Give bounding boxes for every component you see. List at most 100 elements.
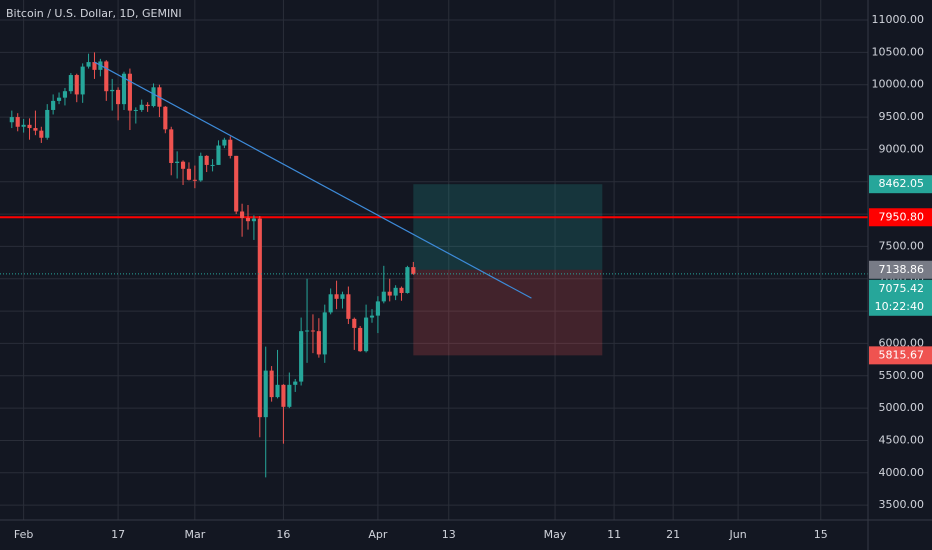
y-tick-label: 9000.00 bbox=[879, 142, 925, 155]
candle-body bbox=[322, 312, 327, 355]
candle-body bbox=[9, 117, 14, 123]
candle-body bbox=[234, 155, 239, 212]
candle-body bbox=[68, 75, 73, 92]
candle-body bbox=[393, 287, 398, 296]
candle-body bbox=[27, 124, 32, 129]
candle-body bbox=[310, 330, 316, 332]
candle-body bbox=[121, 73, 127, 105]
candle-body bbox=[399, 287, 404, 293]
chart-title: Bitcoin / U.S. Dollar, 1D, GEMINI bbox=[6, 7, 182, 20]
price-tag bbox=[869, 346, 932, 365]
x-tick-label: 21 bbox=[666, 528, 680, 541]
candle-body bbox=[216, 145, 221, 165]
candle-body bbox=[251, 218, 256, 222]
candle-body bbox=[316, 331, 321, 355]
x-tick-label: 17 bbox=[111, 528, 125, 541]
candle-body bbox=[145, 104, 150, 107]
candle-body bbox=[33, 128, 38, 131]
candle-body bbox=[21, 124, 26, 127]
y-tick-label: 9500.00 bbox=[879, 110, 925, 123]
candle-body bbox=[104, 61, 109, 92]
candle-body bbox=[293, 381, 298, 385]
candle-body bbox=[257, 218, 262, 418]
candle-body bbox=[139, 104, 144, 110]
candle-body bbox=[387, 291, 392, 296]
loss-zone bbox=[413, 269, 603, 356]
y-tick-label: 5500.00 bbox=[879, 369, 925, 382]
candle-body bbox=[304, 330, 310, 332]
candle-body bbox=[198, 155, 203, 181]
y-tick-label: 4500.00 bbox=[879, 433, 925, 446]
candle-body bbox=[222, 139, 227, 146]
x-tick-label: 15 bbox=[814, 528, 828, 541]
candle-body bbox=[127, 73, 132, 111]
axis: 3500.00 4000.00 4500.00 5000.00 5500.00 6000.… bbox=[14, 13, 932, 541]
y-tick-label: 4000.00 bbox=[879, 466, 925, 479]
candle-body bbox=[180, 161, 186, 169]
candle-body bbox=[328, 294, 333, 313]
y-tick-label: 6000.00 bbox=[879, 336, 925, 349]
x-tick-label: 13 bbox=[442, 528, 456, 541]
y-tick-label: 3500.00 bbox=[879, 498, 925, 511]
x-tick-label: May bbox=[544, 528, 567, 541]
candle-body bbox=[299, 331, 304, 382]
candle-body bbox=[245, 217, 251, 222]
candle-body bbox=[39, 130, 44, 138]
price-tag bbox=[869, 260, 932, 279]
candle-body bbox=[210, 164, 215, 166]
candle-body bbox=[411, 267, 416, 274]
candle-body bbox=[346, 294, 351, 319]
price-tag bbox=[869, 208, 932, 227]
x-tick-label: 16 bbox=[276, 528, 290, 541]
candle-body bbox=[169, 129, 174, 163]
candle-body bbox=[56, 97, 62, 101]
candle-body bbox=[364, 317, 369, 352]
x-tick-label: Mar bbox=[184, 528, 205, 541]
y-tick-label: 7500.00 bbox=[879, 239, 925, 252]
candle-body bbox=[269, 370, 274, 398]
candle-body bbox=[275, 384, 280, 398]
candle-body bbox=[287, 384, 292, 407]
candle-body bbox=[375, 301, 380, 316]
candle-body bbox=[51, 100, 56, 110]
y-tick-label: 10000.00 bbox=[872, 78, 925, 91]
candle-body bbox=[228, 139, 233, 156]
candle-body bbox=[45, 109, 50, 138]
candle-body bbox=[110, 89, 115, 92]
candle-body bbox=[192, 179, 197, 181]
candle-body bbox=[116, 89, 121, 105]
x-tick-label: 11 bbox=[607, 528, 621, 541]
candle-body bbox=[186, 168, 192, 180]
trend-line bbox=[94, 61, 532, 299]
candle-body bbox=[175, 161, 180, 163]
candle-body bbox=[92, 62, 97, 70]
candle-body bbox=[163, 106, 168, 130]
candle-body bbox=[405, 267, 410, 293]
candle-body bbox=[358, 327, 363, 352]
candle-body bbox=[263, 370, 268, 418]
candle-body bbox=[80, 66, 85, 95]
price-tag bbox=[869, 279, 932, 316]
candle-body bbox=[381, 291, 386, 302]
price-tag-label: 5815.67 bbox=[879, 348, 925, 361]
candle-body bbox=[369, 315, 375, 318]
y-tick-label: 5000.00 bbox=[879, 401, 925, 414]
x-tick-label: Jun bbox=[729, 528, 747, 541]
price-tag-label: 7950.80 bbox=[879, 210, 925, 223]
x-tick-label: Apr bbox=[368, 528, 388, 541]
candle-body bbox=[74, 75, 79, 95]
price-tag bbox=[869, 175, 932, 194]
candle-body bbox=[240, 211, 245, 218]
y-tick-label: 10500.00 bbox=[872, 45, 925, 58]
candle-body bbox=[15, 117, 20, 127]
y-tick-label: 11000.00 bbox=[872, 13, 925, 26]
candle-body bbox=[86, 62, 91, 67]
candle-body bbox=[133, 109, 138, 111]
candle-body bbox=[281, 384, 286, 407]
candle-body bbox=[334, 294, 339, 299]
candle-body bbox=[62, 91, 68, 98]
plot bbox=[0, 52, 868, 478]
price-tag-label: 7138.86 bbox=[879, 263, 925, 276]
profit-zone bbox=[413, 184, 603, 270]
candle-body bbox=[151, 87, 156, 107]
